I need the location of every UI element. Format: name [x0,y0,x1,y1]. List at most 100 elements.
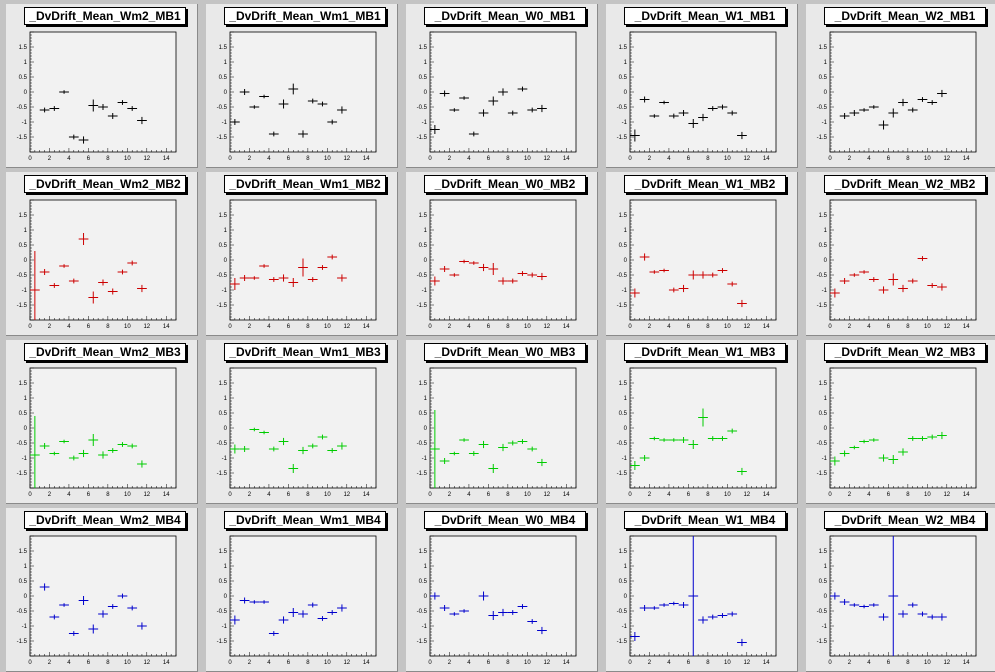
x-tick-label: 12 [143,156,150,162]
y-tick-label: -0.5 [617,609,628,615]
x-tick-label: 12 [943,492,950,498]
y-tick-label: 0.5 [419,75,428,81]
x-tick-label: 0 [628,324,632,330]
y-tick-label: -0.5 [817,273,828,279]
y-tick-label: 1 [224,564,228,570]
x-tick-label: 8 [106,156,110,162]
chart-title: _DvDrift_Mean_W2_MB2 [824,175,986,193]
x-tick-label: 2 [848,492,852,498]
x-tick-label: 2 [648,324,652,330]
chart-svg: 0 2 4 6 8 10 12 14 -1.5 -1 -0.5 0 0.5 1 1.5 [817,367,977,498]
y-tick-label: 0.5 [19,579,28,585]
chart-svg: 0 2 4 6 8 10 12 14 -1.5 -1 -0.5 0 0.5 1 1.5 [817,199,977,330]
y-tick-label: -1.5 [817,135,828,141]
chart-svg: 0 2 4 6 8 10 12 14 -1.5 -1 -0.5 0 0.5 1 1.5 [417,199,577,330]
x-tick-label: 8 [906,660,910,666]
x-tick-label: 8 [706,660,710,666]
chart-title: _DvDrift_Mean_Wm1_MB1 [224,7,386,25]
x-tick-label: 12 [743,156,750,162]
x-tick-label: 12 [343,324,350,330]
chart-svg: 0 2 4 6 8 10 12 14 -1.5 -1 -0.5 0 0.5 1 1.5 [817,31,977,162]
y-tick-label: -0.5 [617,105,628,111]
x-tick-label: 0 [28,492,32,498]
chart-pad-6: 0 2 4 6 8 10 12 14 -1.5 -1 -0.5 0 0.5 1 1.5 _DvDrift_Me… [206,172,398,336]
y-tick-label: -0.5 [617,273,628,279]
chart-pad-2: 0 2 4 6 8 10 12 14 -1.5 -1 -0.5 0 0.5 1 1.5 _DvDrift_Me… [406,4,598,168]
chart-pad-5: 0 2 4 6 8 10 12 14 -1.5 -1 -0.5 0 0.5 1 1.5 _DvDrift_Me… [6,172,198,336]
x-tick-label: 10 [924,324,931,330]
plot-frame [229,367,377,489]
x-tick-label: 8 [106,660,110,666]
x-tick-label: 6 [687,492,691,498]
y-tick-label: -1 [22,624,28,630]
x-tick-label: 10 [124,660,131,666]
chart-pad-8: 0 2 4 6 8 10 12 14 -1.5 -1 -0.5 0 0.5 1 1.5 _DvDrift_Me… [606,172,798,336]
x-tick-label: 14 [563,324,570,330]
y-tick-label: -1.5 [417,135,428,141]
x-tick-label: 0 [28,156,32,162]
y-tick-label: -0.5 [217,273,228,279]
y-tick-label: -1 [822,120,828,126]
y-tick-label: 1 [424,228,428,234]
x-tick-label: 0 [28,324,32,330]
chart-title: _DvDrift_Mean_Wm1_MB4 [224,511,386,529]
y-tick-label: 0 [824,594,828,600]
y-tick-label: 0 [224,426,228,432]
chart-title: _DvDrift_Mean_W1_MB3 [624,343,786,361]
y-tick-label: -1.5 [17,639,28,645]
y-tick-label: -0.5 [417,441,428,447]
chart-title: _DvDrift_Mean_W2_MB4 [824,511,986,529]
y-tick-label: 1.5 [619,549,628,555]
y-tick-label: -0.5 [817,441,828,447]
chart-pad-18: 0 2 4 6 8 10 12 14 -1.5 -1 -0.5 0 0.5 1 1.5 _DvDrift_Me… [606,508,798,672]
y-tick-label: -1 [222,120,228,126]
data-points [230,254,347,290]
x-tick-label: 8 [906,492,910,498]
y-tick-label: -0.5 [417,105,428,111]
y-tick-label: 0 [824,90,828,96]
x-tick-label: 6 [487,156,491,162]
chart-svg: 0 2 4 6 8 10 12 14 -1.5 -1 -0.5 0 0.5 1 1.5 [217,535,377,666]
x-tick-label: 2 [848,324,852,330]
y-tick-label: 0 [224,258,228,264]
y-tick-label: -1 [622,624,628,630]
y-tick-label: 1 [624,228,628,234]
y-tick-label: -1 [222,456,228,462]
x-tick-label: 2 [848,156,852,162]
x-tick-label: 4 [67,660,71,666]
x-tick-label: 8 [906,156,910,162]
x-tick-label: 6 [87,156,91,162]
y-tick-label: 0.5 [219,243,228,249]
x-tick-label: 8 [506,492,510,498]
x-tick-label: 14 [963,156,970,162]
x-tick-label: 12 [943,660,950,666]
chart-pad-16: 0 2 4 6 8 10 12 14 -1.5 -1 -0.5 0 0.5 1 1.5 _DvDrift_Me… [206,508,398,672]
y-tick-label: -1.5 [217,303,228,309]
y-tick-label: 1.5 [219,381,228,387]
x-tick-label: 0 [828,660,832,666]
y-tick-label: 0 [24,90,28,96]
y-tick-label: 1.5 [19,381,28,387]
chart-title: _DvDrift_Mean_W0_MB4 [424,511,586,529]
x-tick-label: 14 [163,660,170,666]
x-tick-label: 12 [743,492,750,498]
x-tick-label: 0 [628,492,632,498]
y-tick-label: 0.5 [219,75,228,81]
chart-pad-12: 0 2 4 6 8 10 12 14 -1.5 -1 -0.5 0 0.5 1 1.5 _DvDrift_Me… [406,340,598,504]
x-tick-label: 4 [267,492,271,498]
x-tick-label: 2 [248,492,252,498]
data-points [430,86,547,137]
y-tick-label: -0.5 [817,609,828,615]
data-points [630,408,747,476]
x-tick-label: 8 [706,156,710,162]
x-tick-label: 0 [628,660,632,666]
y-tick-label: -0.5 [217,609,228,615]
x-tick-label: 10 [724,492,731,498]
x-tick-label: 2 [648,492,652,498]
y-tick-label: -1.5 [417,303,428,309]
y-tick-label: -1 [822,456,828,462]
x-tick-label: 12 [543,324,550,330]
chart-svg: 0 2 4 6 8 10 12 14 -1.5 -1 -0.5 0 0.5 1 1.5 [17,535,177,666]
y-tick-label: -1 [622,288,628,294]
